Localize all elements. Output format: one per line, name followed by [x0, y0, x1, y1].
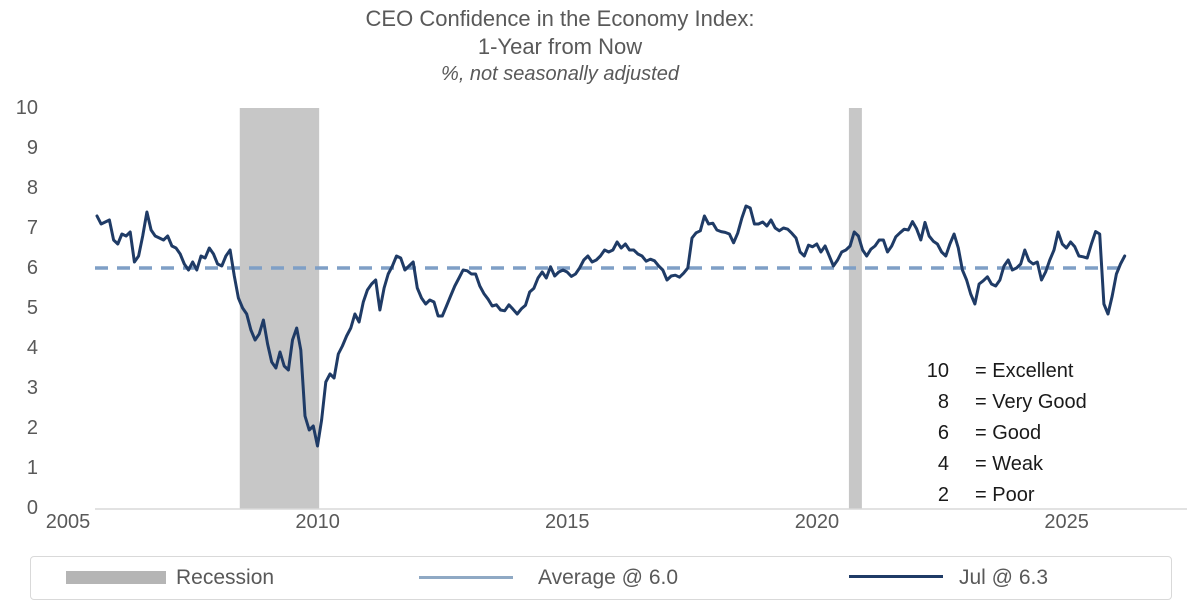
- chart-title-line1: CEO Confidence in the Economy Index:: [365, 6, 755, 31]
- x-tick-label: 2020: [794, 511, 840, 533]
- y-tick-label: 0: [26, 497, 38, 519]
- y-tick-label: 2: [26, 417, 38, 439]
- scale-key-label: = Weak: [975, 453, 1043, 475]
- index-scale-key: 10 = Excellent 8 = Very Good 6 = Good 4 = Weak 2…: [905, 356, 1087, 511]
- scale-key-label: = Excellent: [975, 360, 1074, 382]
- chart-title-line2: 1-Year from Now: [477, 34, 643, 59]
- x-tick-label: 2005: [45, 511, 91, 533]
- legend: Recession Average @ 6.0 Jul @ 6.3: [30, 556, 1172, 600]
- recession-band: [239, 108, 320, 509]
- scale-key-label: = Very Good: [975, 391, 1087, 413]
- recession-band: [848, 108, 862, 509]
- legend-label-recession: Recession: [176, 566, 275, 589]
- y-tick-label: 6: [26, 257, 38, 279]
- y-tick-label: 7: [26, 217, 38, 239]
- legend-label-average: Average @ 6.0: [538, 566, 679, 589]
- scale-key-row: 8 = Very Good: [905, 387, 1087, 418]
- confidence-line: [95, 204, 1127, 448]
- y-tick-label: 1: [26, 457, 38, 479]
- y-tick-label: 9: [26, 137, 38, 159]
- y-tick-label: 10: [15, 97, 38, 119]
- chart-title-block: CEO Confidence in the Economy Index: 1-Y…: [0, 5, 1120, 87]
- scale-key-label: = Good: [975, 422, 1042, 444]
- scale-key-number: 4: [937, 453, 949, 475]
- scale-key-number: 6: [937, 422, 949, 444]
- y-tick-label: 3: [26, 377, 38, 399]
- scale-key-row: 6 = Good: [905, 418, 1087, 449]
- scale-key-number: 2: [937, 484, 949, 506]
- recession-swatch: [66, 571, 166, 584]
- chart-subtitle: %, not seasonally adjusted: [441, 63, 679, 85]
- y-tick-label: 4: [26, 337, 38, 359]
- scale-key-number: 8: [937, 391, 949, 413]
- scale-key-number: 10: [926, 360, 949, 382]
- scale-key-row: 2 = Poor: [905, 480, 1087, 511]
- scale-key-row: 4 = Weak: [905, 449, 1087, 480]
- y-tick-label: 5: [26, 297, 38, 319]
- scale-key-row: 10 = Excellent: [905, 356, 1087, 387]
- latest-line-swatch: [849, 575, 943, 578]
- y-tick-label: 8: [26, 177, 38, 199]
- x-tick-label: 2010: [295, 511, 340, 533]
- scale-key-label: = Poor: [975, 484, 1035, 506]
- x-tick-label: 2015: [545, 511, 590, 533]
- legend-label-latest: Jul @ 6.3: [959, 566, 1049, 589]
- x-tick-label: 2025: [1044, 511, 1089, 533]
- average-line-swatch: [419, 576, 513, 579]
